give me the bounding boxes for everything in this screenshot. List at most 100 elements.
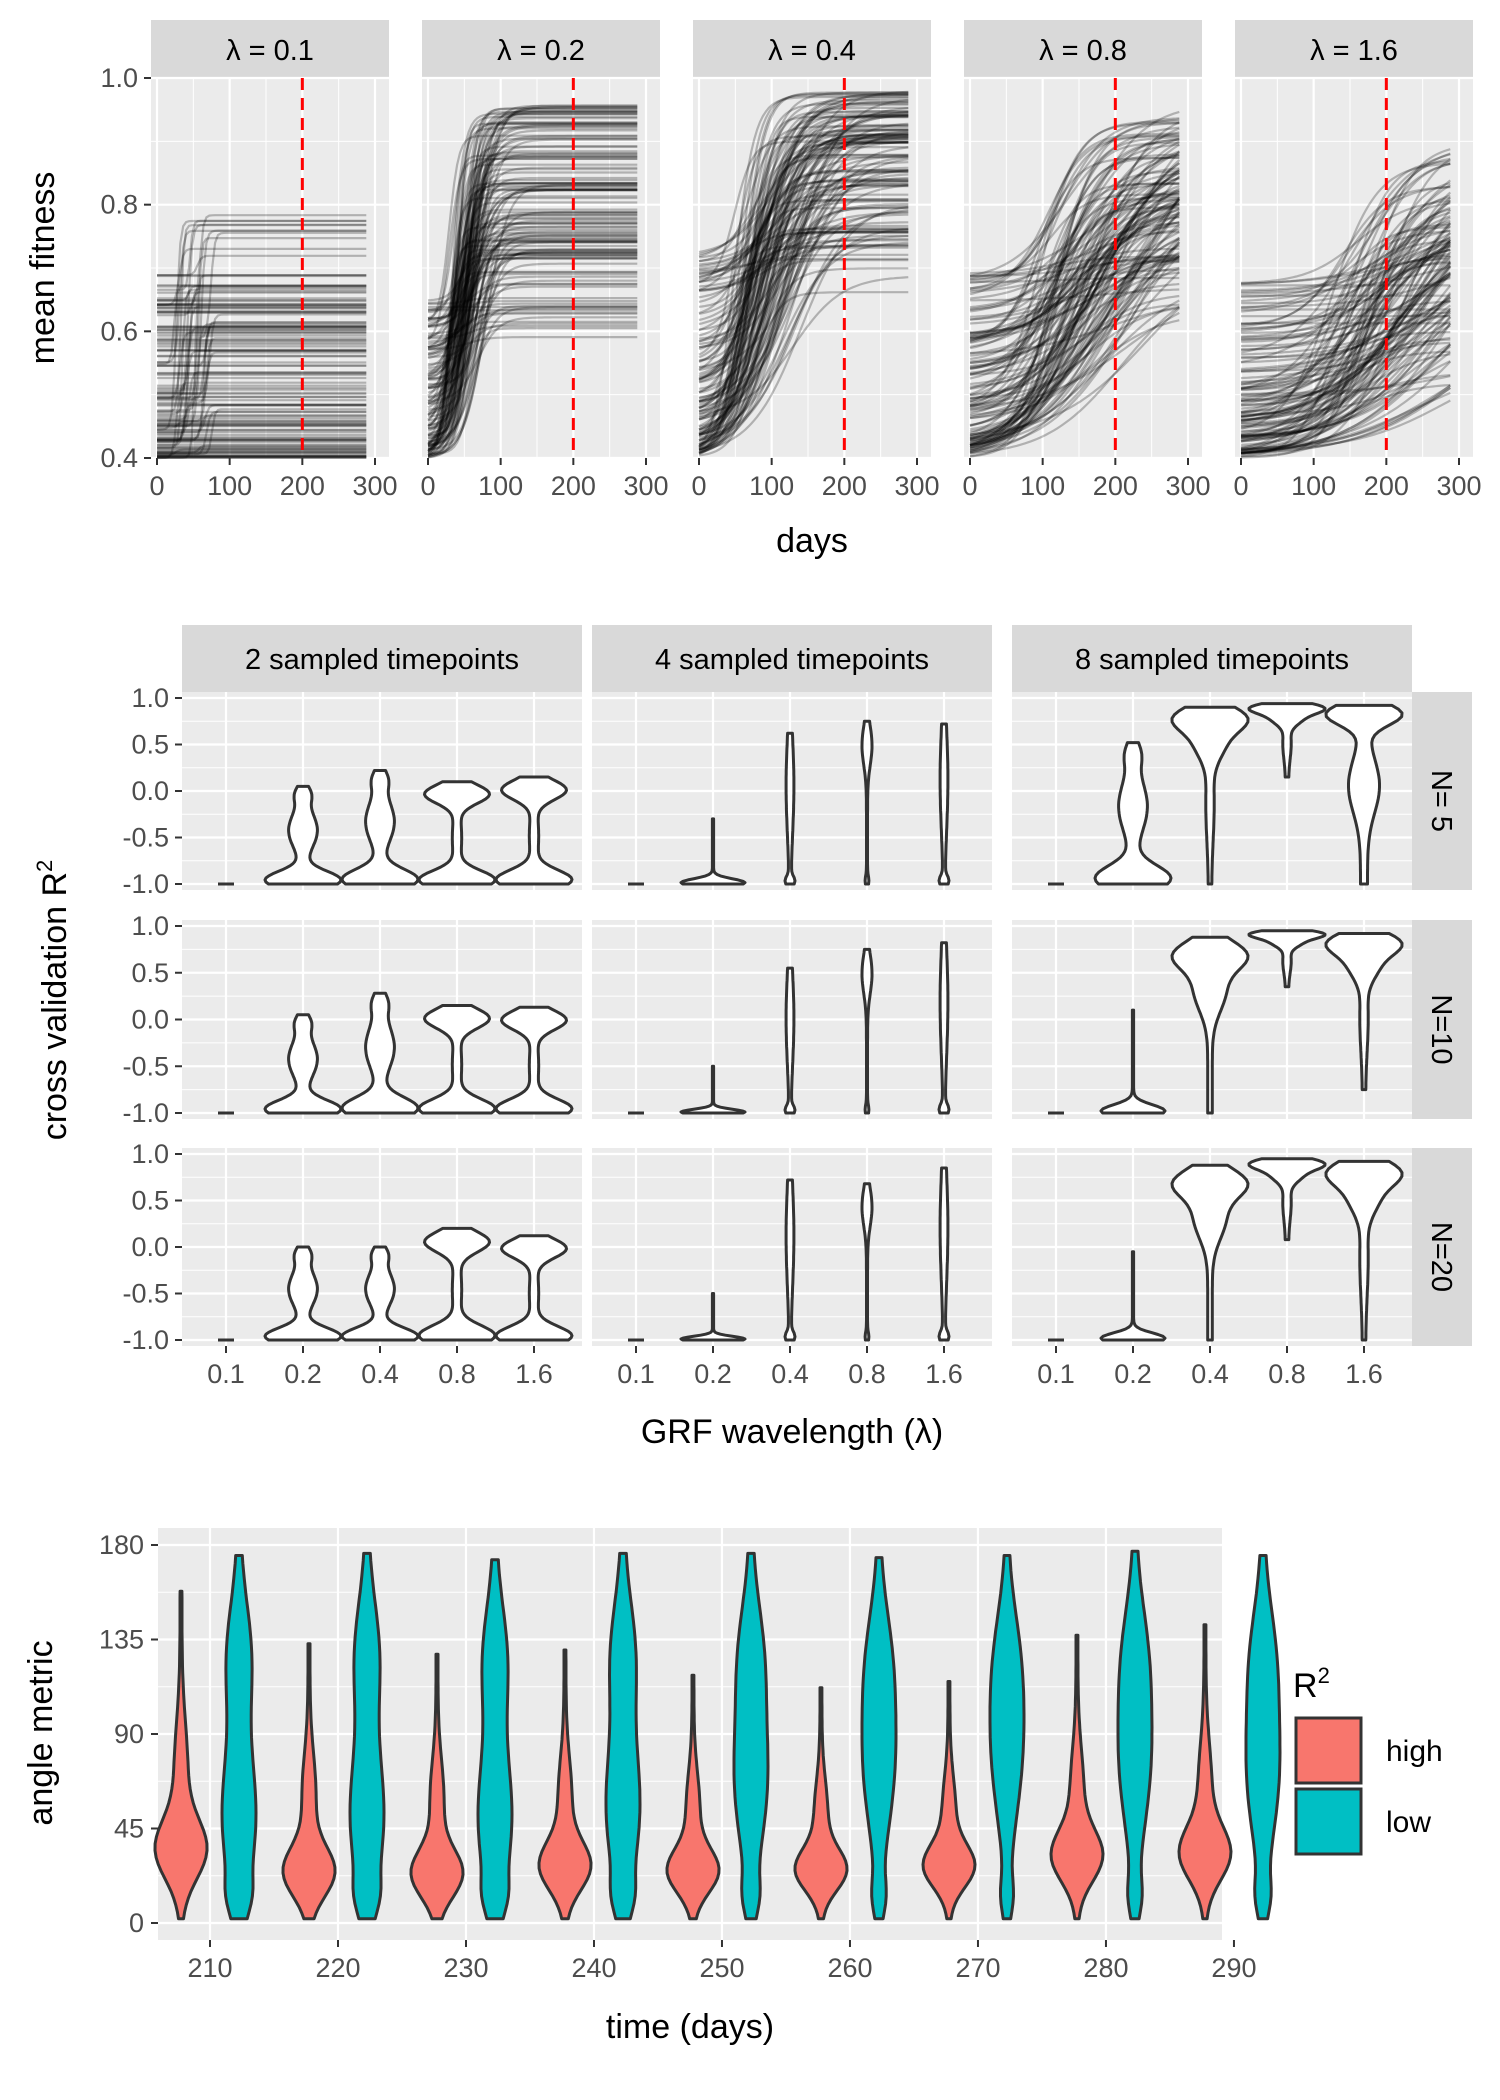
fitness-trajectory bbox=[970, 288, 1180, 302]
fitness-trajectory bbox=[1240, 160, 1451, 391]
x-tick-label: 0 bbox=[691, 471, 706, 501]
fitness-trajectory bbox=[427, 240, 638, 440]
fitness-trajectory bbox=[427, 134, 638, 322]
fitness-trajectory bbox=[427, 186, 638, 438]
y-tick-label: -1.0 bbox=[122, 1098, 169, 1128]
fitness-trajectory bbox=[427, 195, 638, 389]
fitness-trajectory bbox=[157, 284, 367, 365]
y-tick-label: -0.5 bbox=[122, 823, 169, 853]
fitness-trajectory bbox=[427, 213, 638, 357]
fitness-trajectory bbox=[969, 136, 1180, 370]
fitness-trajectory bbox=[1240, 309, 1451, 364]
fitness-trajectory bbox=[427, 110, 638, 376]
fitness-trajectory bbox=[698, 231, 909, 416]
fitness-trajectory bbox=[698, 101, 909, 278]
fitness-trajectory bbox=[1240, 240, 1451, 339]
fitness-trajectory bbox=[969, 311, 1180, 409]
fitness-trajectory bbox=[1240, 299, 1451, 418]
fitness-trajectory bbox=[698, 154, 909, 284]
fitness-trajectory bbox=[698, 115, 909, 428]
fitness-trajectory bbox=[157, 237, 367, 400]
fitness-trajectory bbox=[969, 252, 1180, 325]
fitness-trajectory bbox=[698, 103, 909, 315]
fitness-trajectory bbox=[427, 104, 638, 435]
fitness-trajectory bbox=[698, 99, 909, 315]
fitness-trajectory bbox=[969, 131, 1180, 292]
fitness-trajectory bbox=[1240, 225, 1452, 458]
fitness-trajectory bbox=[698, 206, 909, 394]
fitness-trajectory bbox=[427, 134, 638, 452]
row-strip-label: N= 5 bbox=[1425, 770, 1457, 832]
fitness-trajectory bbox=[969, 167, 1180, 380]
fitness-trajectory bbox=[698, 229, 909, 288]
strip-background bbox=[1235, 20, 1473, 78]
fitness-trajectory bbox=[157, 351, 367, 395]
fitness-trajectory bbox=[969, 151, 1180, 348]
fitness-trajectory bbox=[427, 157, 638, 422]
fitness-trajectory bbox=[698, 169, 909, 454]
violin-r2 bbox=[1324, 1159, 1404, 1342]
x-tick-label: 0.4 bbox=[361, 1359, 399, 1389]
fitness-trajectory bbox=[427, 115, 638, 389]
x-tick-label: 0.8 bbox=[1268, 1359, 1306, 1389]
fitness-trajectory bbox=[969, 172, 1180, 350]
fitness-trajectory bbox=[969, 122, 1180, 337]
fitness-panel: λ = 0.8 0 100 200 300 bbox=[962, 20, 1211, 501]
fitness-trajectory bbox=[427, 239, 638, 457]
fitness-trajectory bbox=[969, 182, 1180, 447]
fitness-trajectory bbox=[969, 207, 1180, 293]
fitness-trajectory bbox=[1241, 162, 1451, 298]
x-tick-label: 200 bbox=[551, 471, 596, 501]
fitness-trajectory bbox=[427, 145, 638, 340]
fitness-trajectory bbox=[969, 267, 1180, 443]
fitness-trajectory bbox=[427, 254, 638, 452]
fitness-trajectory bbox=[969, 169, 1180, 427]
fitness-trajectory bbox=[969, 244, 1180, 335]
fitness-trajectory bbox=[698, 113, 909, 259]
y-tick-label: -1.0 bbox=[122, 869, 169, 899]
violin-r2 bbox=[340, 1245, 420, 1342]
fitness-trajectory bbox=[969, 257, 1180, 458]
fitness-trajectory bbox=[1240, 272, 1451, 439]
fitness-trajectory bbox=[427, 320, 638, 405]
fitness-trajectory bbox=[969, 126, 1180, 277]
fitness-trajectory bbox=[969, 230, 1180, 376]
fitness-trajectory bbox=[157, 420, 367, 430]
fitness-trajectory bbox=[969, 269, 1180, 368]
fitness-trajectory bbox=[427, 211, 638, 328]
column-strip-label: 2 sampled timepoints bbox=[245, 644, 519, 676]
fitness-trajectory bbox=[969, 241, 1181, 407]
fitness-trajectory bbox=[698, 111, 909, 326]
fitness-trajectory bbox=[969, 201, 1180, 342]
fitness-trajectory bbox=[427, 188, 638, 459]
fitness-trajectory bbox=[1240, 239, 1452, 421]
fitness-trajectory bbox=[427, 257, 638, 394]
fitness-trajectory bbox=[969, 221, 1180, 275]
fitness-trajectory bbox=[157, 371, 367, 421]
fitness-trajectory bbox=[698, 180, 909, 293]
fitness-trajectory bbox=[969, 162, 1180, 344]
fitness-trajectory bbox=[427, 123, 638, 445]
fitness-trajectory bbox=[427, 302, 638, 459]
fitness-trajectory bbox=[427, 127, 638, 427]
x-tick-label: 0.1 bbox=[1037, 1359, 1075, 1389]
violin-high bbox=[537, 1648, 593, 1921]
fitness-trajectory bbox=[969, 260, 1180, 334]
trajectory-group bbox=[427, 104, 638, 459]
fitness-trajectory bbox=[698, 184, 909, 381]
fitness-trajectory bbox=[427, 125, 638, 355]
fitness-trajectory bbox=[1240, 265, 1452, 370]
fitness-trajectory bbox=[698, 102, 909, 437]
fitness-trajectory bbox=[427, 271, 638, 321]
fitness-trajectory bbox=[698, 227, 909, 455]
fitness-trajectory bbox=[969, 247, 1180, 341]
fitness-trajectory bbox=[969, 154, 1180, 440]
fitness-trajectory bbox=[698, 91, 909, 448]
r2-panel bbox=[182, 692, 582, 890]
fitness-trajectory bbox=[698, 140, 909, 363]
violin-r2 bbox=[860, 719, 874, 886]
row-strip-label: N=10 bbox=[1425, 994, 1457, 1064]
x-tick-label: 260 bbox=[827, 1953, 872, 1983]
fitness-trajectory bbox=[427, 238, 638, 405]
fitness-trajectory bbox=[427, 163, 638, 314]
